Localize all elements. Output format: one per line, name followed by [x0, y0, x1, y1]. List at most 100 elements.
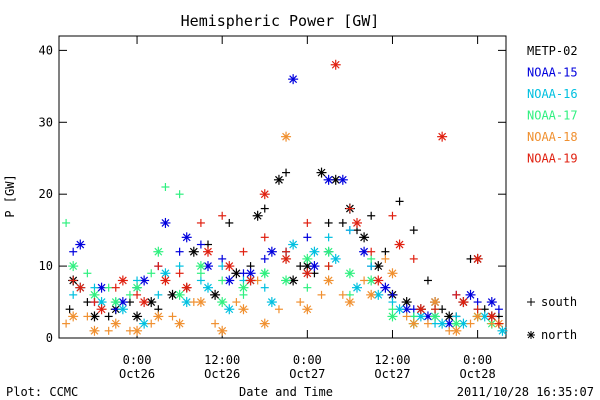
point-south — [338, 218, 347, 227]
symbol-legend-label: north — [541, 328, 577, 342]
point-south — [345, 226, 354, 235]
y-tick-label: 30 — [39, 115, 53, 129]
point-north — [139, 275, 150, 286]
point-north — [266, 246, 277, 257]
point-south — [303, 233, 312, 242]
point-south — [65, 305, 74, 314]
y-tick-label: 10 — [39, 259, 53, 273]
point-south — [260, 254, 269, 263]
point-north — [458, 297, 469, 308]
point-north — [380, 282, 391, 293]
point-north — [217, 325, 228, 336]
point-south — [239, 247, 248, 256]
y-tick-label: 20 — [39, 187, 53, 201]
point-south — [303, 218, 312, 227]
point-south — [466, 319, 475, 328]
point-north — [110, 297, 121, 308]
y-tick-label: 0 — [46, 331, 53, 345]
point-south — [69, 276, 78, 285]
plot-credit: Plot: CCMC — [6, 385, 78, 399]
point-north — [387, 268, 398, 279]
point-south — [324, 262, 333, 271]
star-symbol — [527, 331, 535, 339]
point-south — [431, 305, 440, 314]
point-south — [211, 319, 220, 328]
x-tick-time: 0:00 — [463, 353, 492, 367]
point-south — [104, 283, 113, 292]
point-south — [83, 298, 92, 307]
point-north — [486, 297, 497, 308]
point-north — [472, 253, 483, 264]
point-north — [259, 189, 270, 200]
point-north — [302, 253, 313, 264]
y-axis-label: P [GW] — [3, 174, 17, 217]
point-north — [281, 131, 292, 142]
x-tick-date: Oct27 — [289, 367, 325, 381]
point-north — [68, 261, 79, 272]
point-south — [104, 312, 113, 321]
plot-frame — [58, 35, 507, 339]
point-north — [486, 311, 497, 322]
point-south — [175, 190, 184, 199]
x-tick-date: Oct28 — [460, 367, 496, 381]
point-north — [153, 246, 164, 257]
point-north — [273, 174, 284, 185]
x-tick-date: Oct27 — [374, 367, 410, 381]
point-north — [174, 318, 185, 329]
point-south — [161, 183, 170, 191]
point-north — [203, 261, 213, 272]
point-south — [324, 218, 333, 227]
x-axis-label: Date and Time — [239, 385, 333, 399]
point-south — [494, 305, 503, 314]
point-north — [132, 311, 143, 322]
chart-title: Hemispheric Power [GW] — [181, 12, 380, 30]
point-south — [473, 298, 482, 307]
point-south — [147, 269, 156, 278]
point-south — [423, 319, 432, 328]
point-south — [154, 290, 163, 299]
legend-entry: NOAA-19 — [527, 152, 578, 166]
y-tick-label: 40 — [39, 43, 53, 57]
point-north — [302, 304, 313, 315]
point-north — [330, 174, 341, 185]
point-north — [323, 174, 334, 185]
point-north — [344, 268, 355, 279]
x-tick-time: 12:00 — [204, 353, 240, 367]
point-north — [415, 304, 426, 315]
point-north — [497, 325, 508, 336]
point-north — [330, 59, 341, 70]
point-south — [388, 298, 397, 307]
point-south — [494, 319, 503, 328]
point-north — [139, 318, 150, 329]
plus-symbol — [527, 298, 535, 306]
point-north — [203, 246, 213, 257]
data-points — [62, 59, 508, 336]
point-south — [345, 204, 354, 213]
point-south — [381, 247, 390, 256]
point-north — [181, 232, 192, 243]
point-north — [75, 282, 86, 293]
point-south — [225, 218, 234, 227]
point-north — [352, 217, 362, 228]
point-north — [160, 275, 171, 286]
point-south — [423, 276, 432, 285]
point-north — [245, 275, 256, 286]
point-north — [344, 297, 355, 308]
point-south — [83, 312, 92, 321]
point-north — [281, 253, 292, 264]
point-north — [373, 275, 384, 286]
point-north — [188, 246, 199, 257]
point-south — [381, 254, 390, 263]
legend-entry: NOAA-15 — [527, 66, 578, 80]
legend: METP-02 NOAA-15 NOAA-16 NOAA-17 NOAA-18 NOAA-… — [527, 44, 578, 166]
point-north — [132, 325, 143, 336]
point-south — [196, 218, 205, 227]
point-south — [104, 326, 113, 335]
point-north — [259, 318, 270, 329]
point-north — [288, 74, 299, 85]
point-south — [260, 204, 269, 213]
point-south — [196, 240, 205, 249]
timestamp: 2011/10/28 16:35:07 — [457, 385, 594, 399]
point-south — [274, 305, 283, 314]
